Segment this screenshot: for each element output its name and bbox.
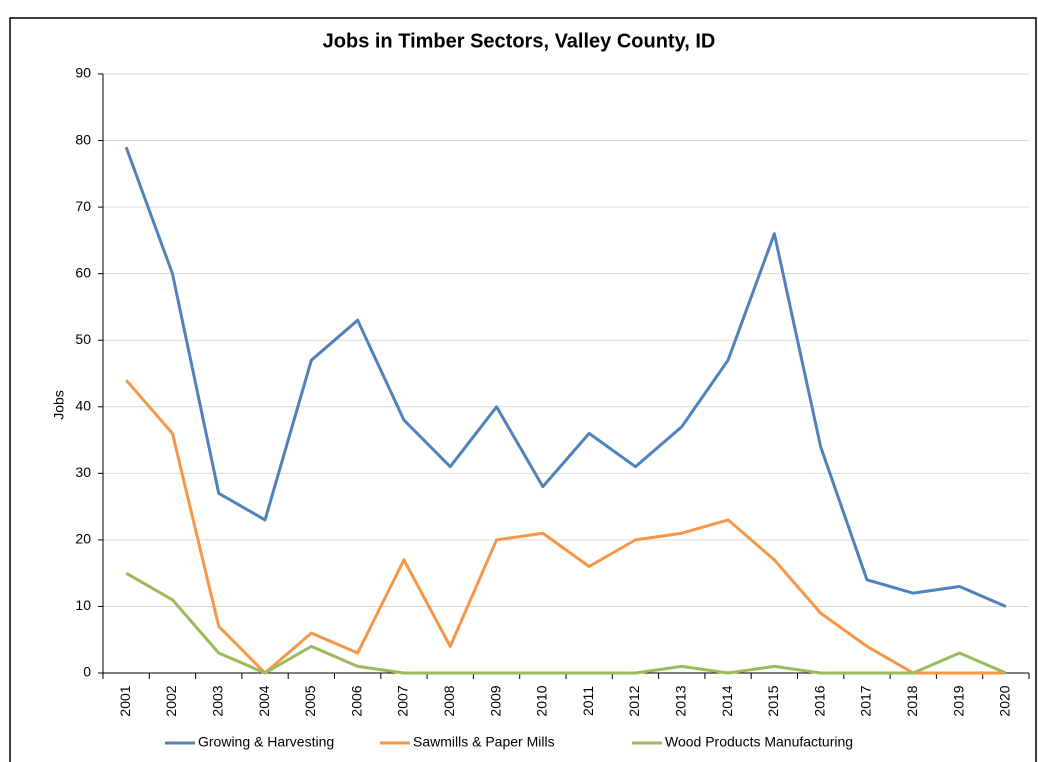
x-tick-label: 2019 xyxy=(950,685,966,716)
x-tick-label: 2003 xyxy=(209,685,225,716)
chart-border xyxy=(9,17,1037,762)
legend-label: Growing & Harvesting xyxy=(198,734,334,750)
x-tick-label: 2007 xyxy=(395,685,411,716)
y-tick-label: 60 xyxy=(75,264,91,280)
y-tick-label: 30 xyxy=(75,464,91,480)
legend-label: Wood Products Manufacturing xyxy=(665,734,853,750)
series-line xyxy=(125,571,1007,675)
x-tick-label: 2020 xyxy=(997,685,1013,716)
x-tick-label: 2013 xyxy=(672,685,688,716)
series-line xyxy=(124,146,1007,608)
y-tick-label: 40 xyxy=(75,397,91,413)
y-axis-label: Jobs xyxy=(51,390,67,420)
y-tick-label: 50 xyxy=(75,331,91,347)
x-tick-label: 2016 xyxy=(811,685,827,716)
x-tick-label: 2010 xyxy=(534,685,550,716)
y-tick-label: 80 xyxy=(75,131,91,147)
x-tick-label: 2008 xyxy=(441,685,457,716)
x-tick-label: 2005 xyxy=(302,685,318,716)
x-tick-label: 2012 xyxy=(626,685,642,716)
y-tick-label: 10 xyxy=(75,597,91,613)
x-tick-label: 2004 xyxy=(256,685,272,716)
x-tick-label: 2014 xyxy=(719,685,735,716)
y-tick-label: 90 xyxy=(75,65,91,81)
x-tick-label: 2006 xyxy=(348,685,364,716)
x-tick-label: 2002 xyxy=(163,685,179,716)
x-tick-label: 2018 xyxy=(904,685,920,716)
x-tick-label: 2009 xyxy=(487,685,503,716)
legend-label: Sawmills & Paper Mills xyxy=(413,734,555,750)
y-tick-label: 20 xyxy=(75,531,91,547)
x-tick-label: 2001 xyxy=(117,685,133,716)
x-tick-label: 2011 xyxy=(580,686,596,716)
series-line xyxy=(125,379,1006,675)
y-tick-label: 70 xyxy=(75,198,91,214)
y-tick-label: 0 xyxy=(83,664,91,680)
x-tick-label: 2015 xyxy=(765,685,781,716)
chart-title: Jobs in Timber Sectors, Valley County, I… xyxy=(323,30,716,52)
x-tick-label: 2017 xyxy=(858,685,874,716)
